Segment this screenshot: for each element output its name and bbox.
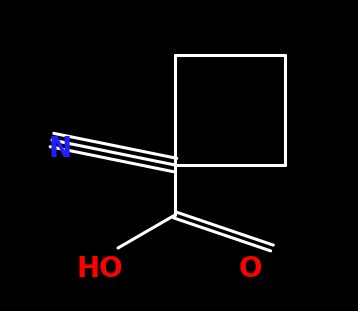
Text: HO: HO [77, 255, 124, 283]
Text: N: N [48, 135, 72, 163]
Text: O: O [239, 255, 262, 283]
